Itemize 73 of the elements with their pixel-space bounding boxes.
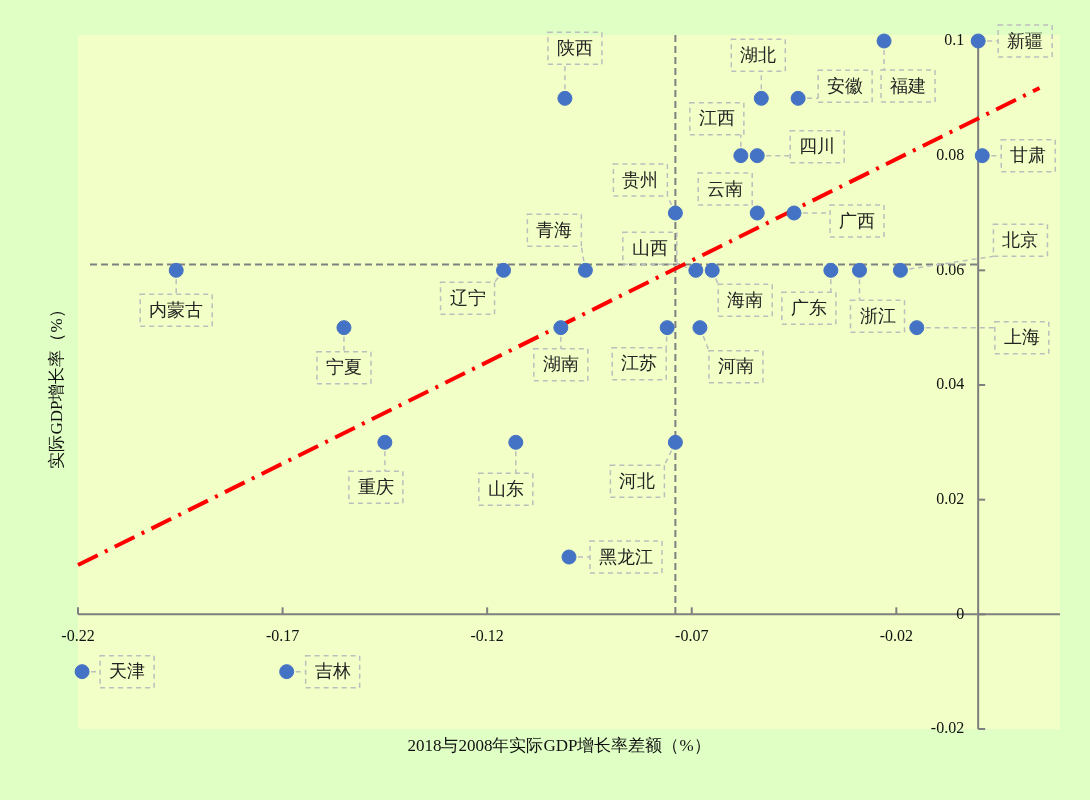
point [892,262,908,278]
annotation: 宁夏 [325,357,362,378]
annotation: 四川 [799,136,836,157]
x-tick-label: -0.17 [265,626,300,644]
annotation: 甘肃 [1010,145,1047,166]
annotation: 湖南 [542,354,579,375]
point [733,148,749,164]
annotation: 安徽 [827,76,864,97]
annotation: 江苏 [621,353,658,374]
annotation: 山东 [487,479,524,500]
annotation: 浙江 [859,306,896,327]
point [667,434,683,450]
annotation: 青海 [536,220,573,241]
point [790,90,806,106]
annotation: 贵州 [622,169,659,190]
point [508,434,524,450]
point [974,148,990,164]
annotation: 新疆 [1007,30,1044,51]
point [667,205,683,221]
x-axis-title: 2018与2008年实际GDP增长率差额（%） [407,736,711,756]
annotation: 广西 [839,210,876,231]
point [753,90,769,106]
point [577,262,593,278]
annotation: 湖北 [740,45,777,66]
annotation: 辽宁 [449,288,486,309]
y-axis-title: 实际GDP增长率（%） [47,301,67,469]
point [786,205,802,221]
point [692,320,708,336]
point [688,262,704,278]
annotation: 内蒙古 [149,300,204,321]
annotation: 海南 [727,290,764,311]
point [336,320,352,336]
x-tick-label: -0.12 [470,626,504,644]
point [823,262,839,278]
y-tick-label: 0 [956,604,965,622]
point [279,664,295,680]
point [749,205,765,221]
y-tick-label: 0.08 [936,145,965,163]
annotation: 天津 [109,661,146,682]
point [74,664,90,680]
annotation: 福建 [890,75,927,96]
annotation: 河北 [619,471,656,492]
point [876,33,892,49]
point [659,320,675,336]
annotation: 重庆 [357,477,394,498]
point [557,90,573,106]
point [852,262,868,278]
annotation: 陕西 [556,38,593,59]
point [909,320,925,336]
annotation: 云南 [707,178,744,199]
point [704,262,720,278]
annotation: 广东 [790,298,827,319]
annotation: 黑龙江 [599,546,653,567]
annotation: 河南 [717,356,754,377]
point [561,549,577,565]
y-tick-label: 0.04 [936,375,965,393]
point [168,262,184,278]
y-tick-label: -0.02 [930,719,965,737]
x-tick-label: -0.02 [879,626,913,644]
annotation: 上海 [1003,327,1040,348]
x-tick-label: -0.22 [61,626,95,644]
annotation: 山西 [631,238,668,259]
y-tick-label: 0.1 [944,31,965,49]
y-tick-label: 0.02 [936,489,965,507]
point [496,262,512,278]
point [377,434,393,450]
point [970,33,986,49]
point [553,320,569,336]
x-tick-label: -0.07 [675,626,709,644]
annotation: 吉林 [314,661,351,682]
point [749,148,765,164]
annotation: 北京 [1002,230,1039,251]
annotation: 江西 [698,108,735,129]
